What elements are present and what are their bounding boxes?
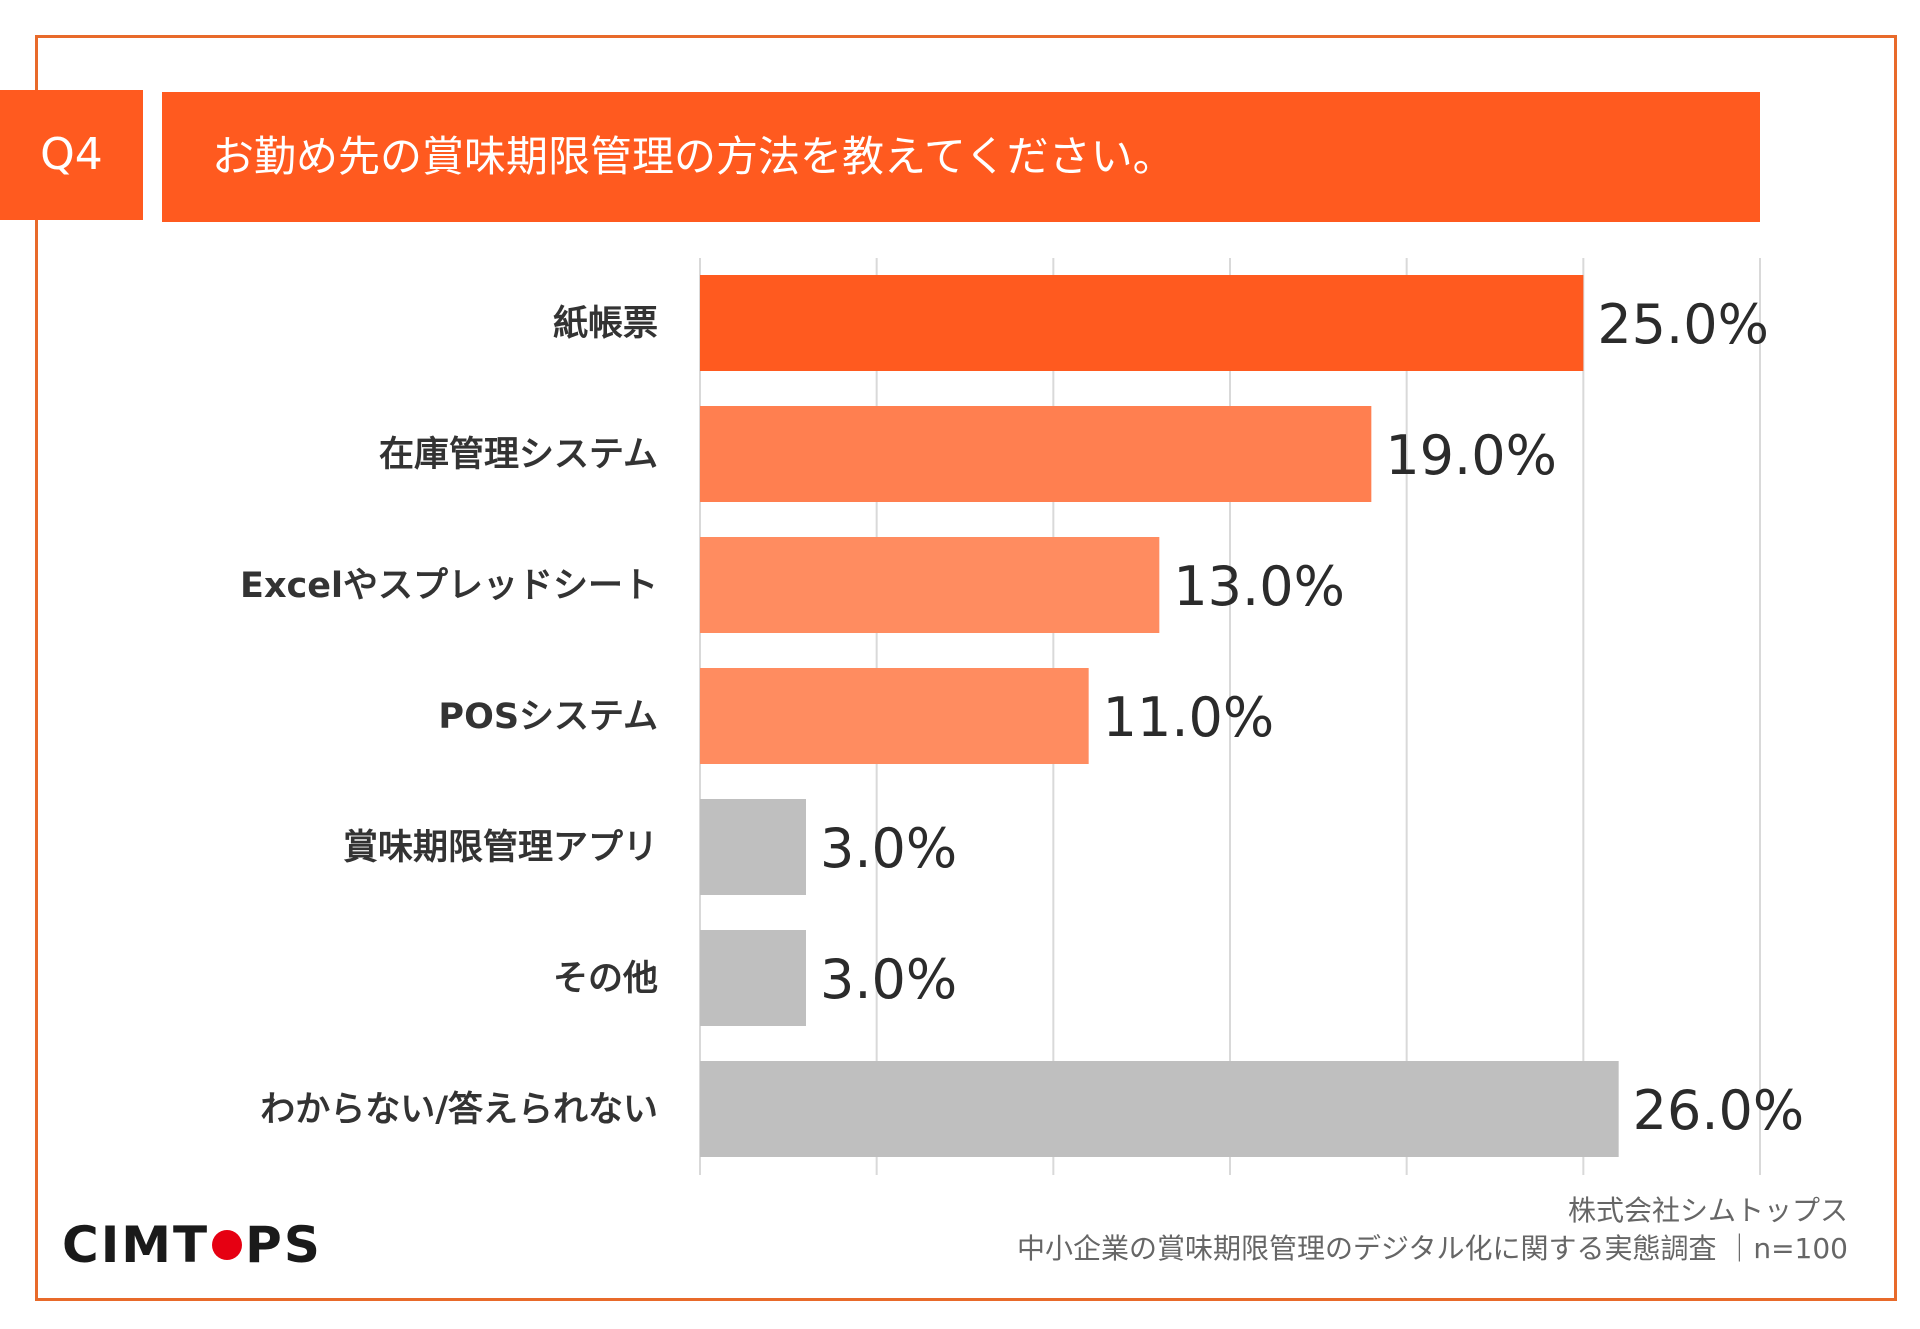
category-label: 紙帳票 xyxy=(553,304,658,344)
question-number-badge: Q4 xyxy=(0,90,143,220)
bar xyxy=(700,930,806,1026)
logo-text-right: PS xyxy=(245,1216,322,1274)
value-label: 13.0% xyxy=(1173,555,1345,618)
category-label: Excelやスプレッドシート xyxy=(240,566,658,606)
labels: 紙帳票 25.0% 在庫管理システム 19.0% Excelやスプレッドシート 13.0%… xyxy=(240,293,1804,1142)
bar xyxy=(700,275,1584,371)
bar xyxy=(700,668,1089,764)
category-label: 在庫管理システム xyxy=(379,435,658,475)
value-label: 26.0% xyxy=(1633,1079,1805,1142)
source-survey: 中小企業の賞味期限管理のデジタル化に関する実態調査 ｜n=100 xyxy=(1017,1232,1848,1265)
source-note: 株式会社シムトップス 中小企業の賞味期限管理のデジタル化に関する実態調査 ｜n=… xyxy=(1017,1192,1848,1268)
value-label: 3.0% xyxy=(820,817,957,880)
value-label: 11.0% xyxy=(1103,686,1275,749)
bars xyxy=(700,275,1619,1157)
value-label: 3.0% xyxy=(820,948,957,1011)
logo-text-left: CIMT xyxy=(62,1216,210,1274)
source-company: 株式会社シムトップス xyxy=(1567,1194,1848,1227)
cimtops-logo: CIMT PS xyxy=(62,1215,322,1275)
category-label: 賞味期限管理アプリ xyxy=(343,828,658,868)
category-label: その他 xyxy=(553,959,658,999)
value-label: 25.0% xyxy=(1597,293,1769,356)
category-label: わからない/答えられない xyxy=(260,1090,658,1130)
bar xyxy=(700,537,1160,633)
logo-o-dot xyxy=(212,1229,243,1260)
bar xyxy=(700,799,806,895)
chart-frame xyxy=(35,35,1897,1301)
question-title: お勤め先の賞味期限管理の方法を教えてください。 xyxy=(162,92,1760,222)
bar xyxy=(700,1061,1619,1157)
value-label: 19.0% xyxy=(1385,424,1557,487)
bar xyxy=(700,406,1372,502)
category-label: POSシステム xyxy=(438,697,658,737)
